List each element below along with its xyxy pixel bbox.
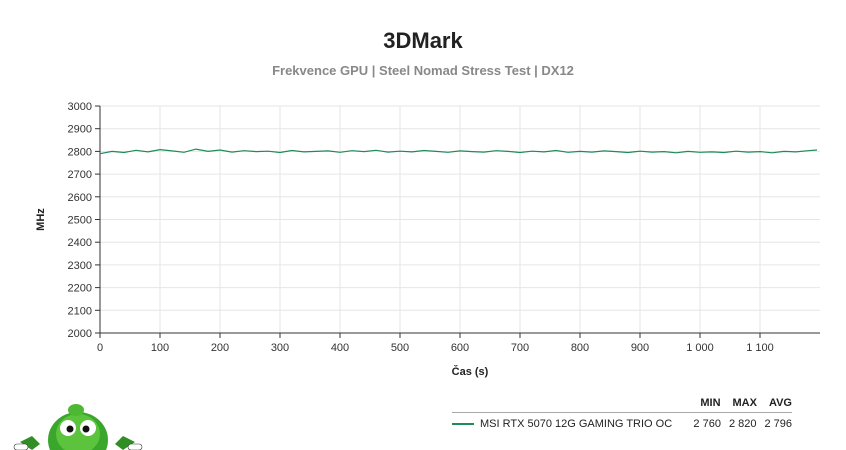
legend-header-max: MAX — [732, 397, 757, 409]
y-tick-label: 3000 — [68, 101, 92, 113]
x-tick-label: 0 — [97, 342, 103, 354]
y-tick-label: 2900 — [68, 124, 92, 136]
y-tick-label: 2700 — [68, 169, 92, 181]
x-tick-label: 800 — [571, 342, 589, 354]
x-tick-label: 400 — [331, 342, 349, 354]
y-tick-label: 2100 — [68, 305, 92, 317]
y-tick-label: 2800 — [68, 146, 92, 158]
chart-subtitle: Frekvence GPU | Steel Nomad Stress Test … — [272, 63, 574, 78]
x-tick-label: 500 — [391, 342, 409, 354]
y-tick-label: 2600 — [68, 192, 92, 204]
series-line-msi-rtx-5070 — [99, 148, 818, 155]
mascot-icon — [13, 404, 143, 450]
y-tick-label: 2200 — [68, 283, 92, 295]
grid-lines — [99, 105, 820, 334]
y-tick-label: 2000 — [68, 328, 92, 340]
x-tick-label: 900 — [631, 342, 649, 354]
legend-table: MIN MAX AVG MSI RTX 5070 12G GAMING TRIO… — [452, 394, 792, 435]
legend-swatch — [452, 423, 474, 425]
legend-max-value: 2 820 — [728, 418, 757, 430]
x-tick-label: 700 — [511, 342, 529, 354]
y-tick-label: 2300 — [68, 260, 92, 272]
x-tick-label: 200 — [211, 342, 229, 354]
legend-min-value: 2 760 — [693, 418, 721, 430]
legend-series-name: MSI RTX 5070 12G GAMING TRIO OC — [480, 418, 673, 430]
x-tick-label: 100 — [151, 342, 169, 354]
x-tick-label: 600 — [451, 342, 469, 354]
y-axis-label: MHz — [35, 208, 47, 231]
y-axis-ticks: 2000 2100 2200 2300 2400 2500 2600 2700 2800 2900… — [68, 101, 100, 340]
legend-header: MIN MAX AVG — [452, 394, 792, 412]
legend-row: MSI RTX 5070 12G GAMING TRIO OC 2 760 2 … — [452, 413, 792, 435]
legend-avg-value: 2 796 — [764, 418, 792, 430]
legend-header-avg: AVG — [768, 397, 792, 409]
mascot-logo — [13, 404, 143, 450]
x-axis-label: Čas (s) — [452, 365, 489, 378]
x-tick-label: 1 000 — [686, 342, 714, 354]
y-tick-label: 2400 — [68, 237, 92, 249]
chart-title: 3DMark — [383, 28, 463, 53]
x-axis-ticks: 0 100 200 300 400 500 600 700 800 900 1 000 1 100 — [97, 333, 774, 354]
x-tick-label: 300 — [271, 342, 289, 354]
legend-separator — [452, 412, 792, 413]
legend-header-min: MIN — [700, 397, 721, 409]
x-tick-label: 1 100 — [746, 342, 774, 354]
y-tick-label: 2500 — [68, 215, 92, 227]
